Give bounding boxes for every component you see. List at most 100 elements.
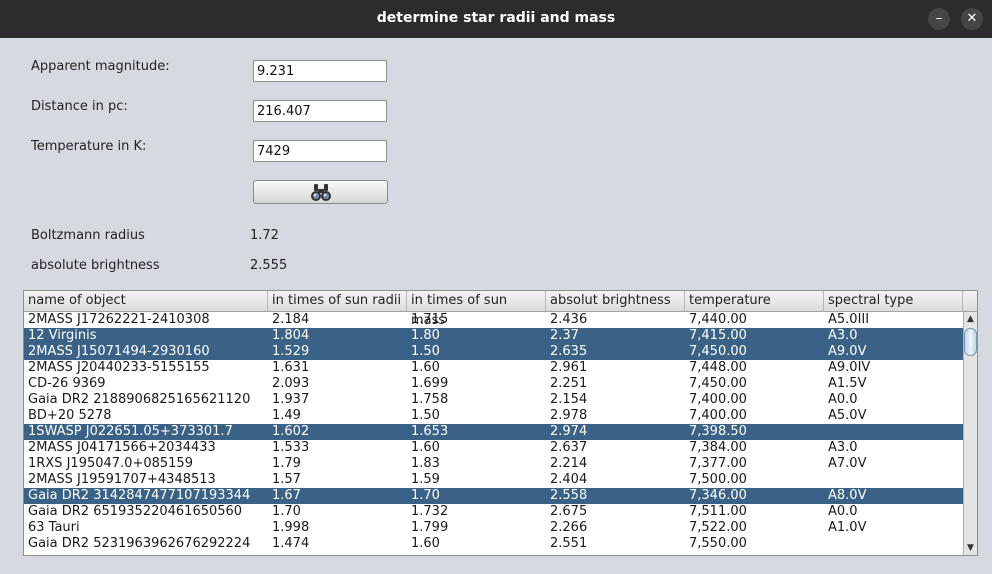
- table-row[interactable]: 2MASS J15071494-2930160 1.529 1.50 2.635 7,4…: [24, 344, 963, 360]
- table-cell: A0.0: [828, 504, 858, 519]
- window-title: determine star radii and mass: [376, 10, 616, 26]
- table-cell: 1.533: [272, 440, 310, 455]
- distance-input[interactable]: 216.407: [253, 100, 387, 122]
- scroll-thumb[interactable]: [964, 328, 977, 356]
- table-cell: 7,400.00: [689, 392, 747, 407]
- table-row[interactable]: 1RXS J195047.0+085159 1.79 1.83 2.214 7,377.…: [24, 456, 963, 472]
- table-cell: 1RXS J195047.0+085159: [28, 456, 193, 471]
- table-cell: 2MASS J20440233-5155155: [28, 360, 210, 375]
- table-cell: 2.558: [550, 488, 588, 503]
- table-cell: 2MASS J15071494-2930160: [28, 344, 210, 359]
- table-cell: A5.0V: [828, 408, 867, 423]
- search-button[interactable]: [253, 180, 388, 204]
- table-cell: 2MASS J17262221-2410308: [28, 312, 210, 327]
- table-cell: 2.251: [550, 376, 588, 391]
- table-cell: 1.758: [411, 392, 449, 407]
- table-cell: 1.49: [272, 408, 301, 423]
- table-cell: 1.937: [272, 392, 310, 407]
- table-cell: 1.59: [411, 472, 440, 487]
- header-corner: [963, 291, 977, 312]
- table-cell: 2.154: [550, 392, 588, 407]
- star-table: name of object in times of sun radii in …: [23, 290, 978, 556]
- table-cell: 1.50: [411, 408, 440, 423]
- table-cell: A9.0V: [828, 344, 867, 359]
- brightness-label: absolute brightness: [31, 258, 160, 273]
- table-cell: A3.0: [828, 440, 858, 455]
- magnitude-input[interactable]: 9.231: [253, 60, 387, 82]
- distance-label: Distance in pc:: [31, 99, 128, 114]
- table-row[interactable]: 63 Tauri 1.998 1.799 2.266 7,522.00 A1.0V: [24, 520, 963, 536]
- table-cell: 2.214: [550, 456, 588, 471]
- table-cell: A8.0V: [828, 488, 867, 503]
- table-cell: 2.551: [550, 536, 588, 551]
- table-cell: 1.631: [272, 360, 310, 375]
- table-cell: 2.184: [272, 312, 310, 327]
- scroll-down-icon[interactable]: ▼: [967, 543, 974, 553]
- table-row[interactable]: Gaia DR2 5231963962676292224 1.474 1.60 2.5…: [24, 536, 963, 552]
- scroll-up-icon[interactable]: ▲: [967, 314, 974, 324]
- table-cell: 1.80: [411, 328, 440, 343]
- table-row[interactable]: CD-26 9369 2.093 1.699 2.251 7,450.00 A1.5V: [24, 376, 963, 392]
- table-cell: 1.67: [272, 488, 301, 503]
- table-cell: 1.57: [272, 472, 301, 487]
- close-button[interactable]: ✕: [961, 8, 983, 30]
- table-cell: 2.093: [272, 376, 310, 391]
- table-cell: A9.0IV: [828, 360, 871, 375]
- table-cell: 2.637: [550, 440, 588, 455]
- table-cell: 1.60: [411, 536, 440, 551]
- table-row[interactable]: 2MASS J04171566+2034433 1.533 1.60 2.637 7,3…: [24, 440, 963, 456]
- table-cell: 1.732: [411, 504, 449, 519]
- temperature-label: Temperature in K:: [31, 139, 147, 154]
- table-cell: Gaia DR2 2188906825165621120: [28, 392, 251, 407]
- brightness-value: 2.555: [250, 258, 288, 273]
- table-cell: 1.60: [411, 360, 440, 375]
- table-cell: 1.60: [411, 440, 440, 455]
- temperature-input[interactable]: 7429: [253, 140, 387, 162]
- table-cell: Gaia DR2 651935220461650560: [28, 504, 243, 519]
- table-cell: 7,346.00: [689, 488, 747, 503]
- magnitude-label: Apparent magnitude:: [31, 59, 170, 74]
- column-header-spectral[interactable]: spectral type: [824, 291, 963, 311]
- table-row[interactable]: 12 Virginis 1.804 1.80 2.37 7,415.00 A3.0: [24, 328, 963, 344]
- table-cell: 1.79: [272, 456, 301, 471]
- radius-value: 1.72: [250, 228, 279, 243]
- table-cell: 12 Virginis: [28, 328, 97, 343]
- table-row[interactable]: 2MASS J17262221-2410308 2.184 1.715 2.436 7,…: [24, 312, 963, 328]
- column-header-brightness[interactable]: absolut brightness: [546, 291, 685, 311]
- table-cell: BD+20 5278: [28, 408, 112, 423]
- table-cell: 1.83: [411, 456, 440, 471]
- table-row[interactable]: Gaia DR2 651935220461650560 1.70 1.732 2.67…: [24, 504, 963, 520]
- table-cell: Gaia DR2 3142847477107193344: [28, 488, 251, 503]
- table-cell: 2.436: [550, 312, 588, 327]
- table-cell: 1.715: [411, 312, 449, 327]
- table-row[interactable]: BD+20 5278 1.49 1.50 2.978 7,400.00 A5.0V: [24, 408, 963, 424]
- table-body: 2MASS J17262221-2410308 2.184 1.715 2.436 7,…: [24, 312, 963, 555]
- title-bar: determine star radii and mass – ✕: [0, 0, 992, 38]
- table-cell: 1.804: [272, 328, 310, 343]
- table-cell: 7,377.00: [689, 456, 747, 471]
- table-cell: 2.675: [550, 504, 588, 519]
- table-row[interactable]: Gaia DR2 2188906825165621120 1.937 1.758 2.…: [24, 392, 963, 408]
- table-row[interactable]: 2MASS J19591707+4348513 1.57 1.59 2.404 7,50…: [24, 472, 963, 488]
- column-header-temperature[interactable]: temperature: [685, 291, 824, 311]
- table-cell: 2.961: [550, 360, 588, 375]
- table-cell: 7,440.00: [689, 312, 747, 327]
- table-cell: [824, 424, 963, 440]
- table-row[interactable]: 2MASS J20440233-5155155 1.631 1.60 2.961 7,4…: [24, 360, 963, 376]
- table-cell: 1.998: [272, 520, 310, 535]
- table-cell: A3.0: [828, 328, 858, 343]
- table-cell: 7,384.00: [689, 440, 747, 455]
- table-cell: 7,511.00: [689, 504, 747, 519]
- table-cell: 2.635: [550, 344, 588, 359]
- table-row[interactable]: 1SWASP J022651.05+373301.7 1.602 1.653 2.97…: [24, 424, 963, 440]
- minimize-button[interactable]: –: [928, 8, 950, 30]
- table-cell: 1.799: [411, 520, 449, 535]
- vertical-scrollbar[interactable]: ▲ ▼: [963, 312, 977, 555]
- column-header-radii[interactable]: in times of sun radii: [268, 291, 407, 311]
- table-cell: 1.70: [272, 504, 301, 519]
- column-header-name[interactable]: name of object: [24, 291, 268, 311]
- table-cell: 2.404: [550, 472, 588, 487]
- table-cell: 7,400.00: [689, 408, 747, 423]
- column-header-mass[interactable]: in times of sun mass: [407, 291, 546, 328]
- table-row[interactable]: Gaia DR2 3142847477107193344 1.67 1.70 2.55…: [24, 488, 963, 504]
